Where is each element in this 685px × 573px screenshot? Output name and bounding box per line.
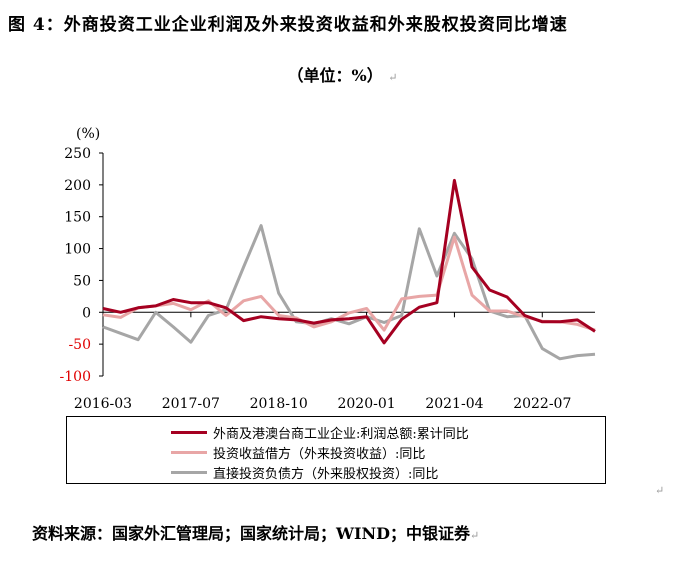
x-tick-label: 2020-01 bbox=[337, 396, 395, 412]
y-tick-label: 200 bbox=[64, 178, 91, 194]
y-tick-label: 150 bbox=[64, 210, 91, 226]
figure-title: 图 4：外商投资工业企业利润及外来投资收益和外来股权投资同比增速 bbox=[8, 15, 568, 35]
legend-item-equity-investment: 直接投资负债方（外来股权投资）:同比 bbox=[171, 463, 438, 482]
y-tick-label: 100 bbox=[64, 242, 91, 258]
unit-subtitle: （单位：%） ↵ bbox=[0, 62, 685, 86]
legend-label: 直接投资负债方（外来股权投资）:同比 bbox=[213, 467, 439, 482]
return-mark-icon: ↵ bbox=[388, 71, 398, 84]
chart-legend: 外商及港澳台商工业企业:利润总额:累计同比 投资收益借方（外来投资收益）:同比 … bbox=[66, 416, 606, 484]
legend-swatch bbox=[171, 431, 207, 434]
source-note: 资料来源：国家外汇管理局；国家统计局；WIND；中银证券↵ bbox=[32, 520, 479, 544]
x-tick-label: 2018-10 bbox=[250, 396, 308, 412]
series-line-1 bbox=[102, 235, 596, 332]
legend-label: 投资收益借方（外来投资收益）:同比 bbox=[213, 447, 426, 462]
legend-swatch bbox=[171, 451, 207, 454]
x-tick-label: 2017-07 bbox=[162, 396, 220, 412]
legend-label: 外商及港澳台商工业企业:利润总额:累计同比 bbox=[213, 427, 469, 442]
series-line-0 bbox=[102, 178, 596, 345]
y-tick-label: -100 bbox=[60, 369, 91, 385]
x-tick-label: 2022-07 bbox=[513, 396, 571, 412]
legend-item-profit: 外商及港澳台商工业企业:利润总额:累计同比 bbox=[171, 423, 469, 442]
legend-item-investment-income: 投资收益借方（外来投资收益）:同比 bbox=[171, 443, 425, 462]
x-tick-label: 2016-03 bbox=[74, 396, 132, 412]
series-line-2 bbox=[102, 224, 596, 361]
return-mark-icon: ↵ bbox=[655, 484, 665, 497]
y-tick-label: 0 bbox=[82, 305, 91, 321]
return-mark-icon: ↵ bbox=[469, 529, 480, 542]
y-axis-unit: (%) bbox=[76, 126, 100, 142]
x-tick-label: 2021-04 bbox=[425, 396, 483, 412]
source-text: 资料来源：国家外汇管理局；国家统计局；WIND；中银证券 bbox=[32, 524, 470, 543]
y-tick-label: 250 bbox=[64, 146, 91, 162]
legend-swatch bbox=[171, 471, 207, 474]
y-tick-label: -50 bbox=[68, 337, 91, 353]
unit-label: （单位：%） bbox=[287, 66, 383, 85]
y-tick-label: 50 bbox=[73, 273, 91, 289]
